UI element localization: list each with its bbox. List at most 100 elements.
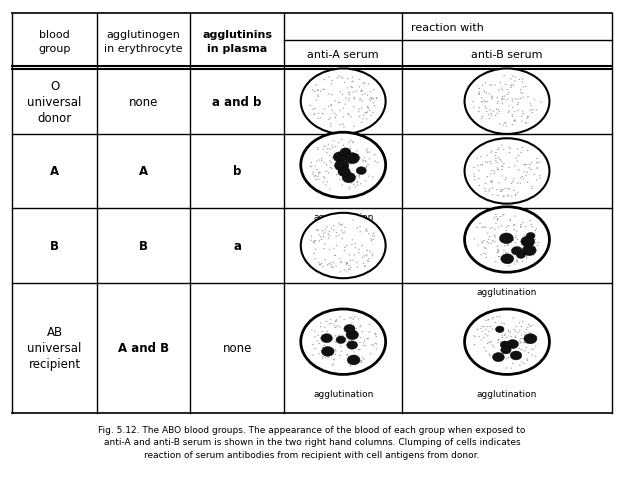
Circle shape — [514, 225, 515, 227]
Circle shape — [328, 77, 329, 78]
Circle shape — [366, 229, 368, 230]
Circle shape — [373, 346, 374, 347]
Circle shape — [314, 348, 316, 349]
Circle shape — [509, 234, 510, 235]
Circle shape — [515, 99, 516, 100]
Circle shape — [339, 173, 340, 174]
Circle shape — [334, 113, 335, 115]
Circle shape — [522, 245, 524, 246]
Circle shape — [357, 181, 358, 182]
Circle shape — [366, 112, 368, 113]
Circle shape — [329, 149, 331, 150]
Circle shape — [365, 168, 367, 169]
Circle shape — [488, 191, 490, 192]
Circle shape — [319, 173, 321, 174]
Circle shape — [334, 118, 336, 119]
Circle shape — [492, 345, 494, 346]
Circle shape — [319, 343, 320, 344]
Circle shape — [341, 160, 342, 161]
Circle shape — [497, 169, 499, 170]
Circle shape — [334, 161, 349, 172]
Circle shape — [503, 164, 505, 165]
Circle shape — [333, 153, 346, 163]
Circle shape — [508, 106, 510, 107]
Circle shape — [514, 112, 515, 113]
Circle shape — [507, 245, 508, 246]
Circle shape — [329, 341, 331, 342]
Circle shape — [301, 214, 386, 279]
Circle shape — [485, 162, 487, 163]
Circle shape — [480, 328, 481, 329]
Circle shape — [497, 220, 499, 221]
Circle shape — [343, 319, 345, 320]
Circle shape — [515, 336, 516, 337]
Circle shape — [507, 90, 508, 91]
Circle shape — [480, 339, 482, 341]
Circle shape — [366, 256, 367, 257]
Circle shape — [349, 189, 351, 191]
Circle shape — [357, 267, 358, 268]
Circle shape — [348, 93, 349, 94]
Circle shape — [366, 338, 368, 339]
Circle shape — [510, 183, 512, 184]
Circle shape — [342, 335, 344, 336]
Circle shape — [532, 186, 533, 188]
Circle shape — [313, 242, 315, 244]
Circle shape — [327, 149, 328, 150]
Circle shape — [358, 319, 359, 320]
Circle shape — [331, 81, 333, 82]
Text: B: B — [139, 240, 148, 252]
Circle shape — [526, 258, 528, 259]
Circle shape — [319, 264, 321, 266]
Circle shape — [363, 359, 365, 360]
Circle shape — [540, 102, 542, 104]
Circle shape — [484, 107, 486, 108]
Circle shape — [323, 146, 325, 147]
Circle shape — [336, 236, 337, 237]
Circle shape — [478, 92, 479, 94]
Circle shape — [358, 80, 359, 81]
Circle shape — [323, 234, 324, 235]
Circle shape — [318, 160, 320, 161]
Circle shape — [329, 156, 331, 157]
Circle shape — [348, 101, 349, 102]
Circle shape — [336, 232, 337, 234]
Circle shape — [339, 339, 340, 340]
Circle shape — [323, 350, 325, 351]
Circle shape — [526, 233, 535, 240]
Circle shape — [366, 162, 367, 163]
Circle shape — [351, 359, 353, 360]
Circle shape — [520, 326, 522, 327]
Circle shape — [536, 180, 538, 181]
Circle shape — [366, 167, 368, 168]
Circle shape — [310, 106, 311, 107]
Circle shape — [480, 119, 482, 120]
Circle shape — [510, 86, 512, 87]
Circle shape — [368, 165, 369, 166]
Text: a: a — [233, 240, 241, 252]
Circle shape — [343, 127, 345, 128]
Text: a and b: a and b — [212, 96, 262, 108]
Circle shape — [500, 341, 501, 342]
Circle shape — [492, 355, 494, 356]
Circle shape — [362, 258, 363, 259]
Circle shape — [346, 264, 347, 265]
Circle shape — [370, 92, 372, 93]
Circle shape — [364, 181, 366, 182]
Circle shape — [502, 358, 504, 360]
Circle shape — [533, 340, 534, 342]
Circle shape — [479, 336, 480, 337]
Circle shape — [485, 93, 487, 95]
Circle shape — [348, 158, 349, 159]
Circle shape — [520, 98, 522, 100]
Circle shape — [341, 225, 343, 226]
Circle shape — [527, 119, 529, 120]
Circle shape — [341, 185, 343, 186]
Circle shape — [488, 319, 489, 320]
Circle shape — [372, 255, 373, 257]
Circle shape — [535, 230, 536, 231]
Circle shape — [488, 115, 489, 116]
Circle shape — [494, 85, 496, 86]
Circle shape — [525, 123, 526, 124]
Circle shape — [488, 331, 490, 332]
